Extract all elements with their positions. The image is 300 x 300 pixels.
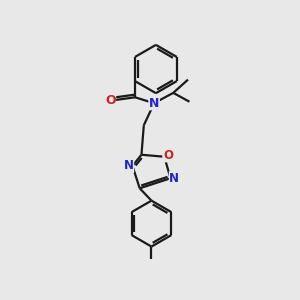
Text: N: N [149,97,159,110]
Text: O: O [163,149,173,162]
Text: N: N [124,159,134,172]
Text: O: O [105,94,116,107]
Text: N: N [169,172,179,185]
